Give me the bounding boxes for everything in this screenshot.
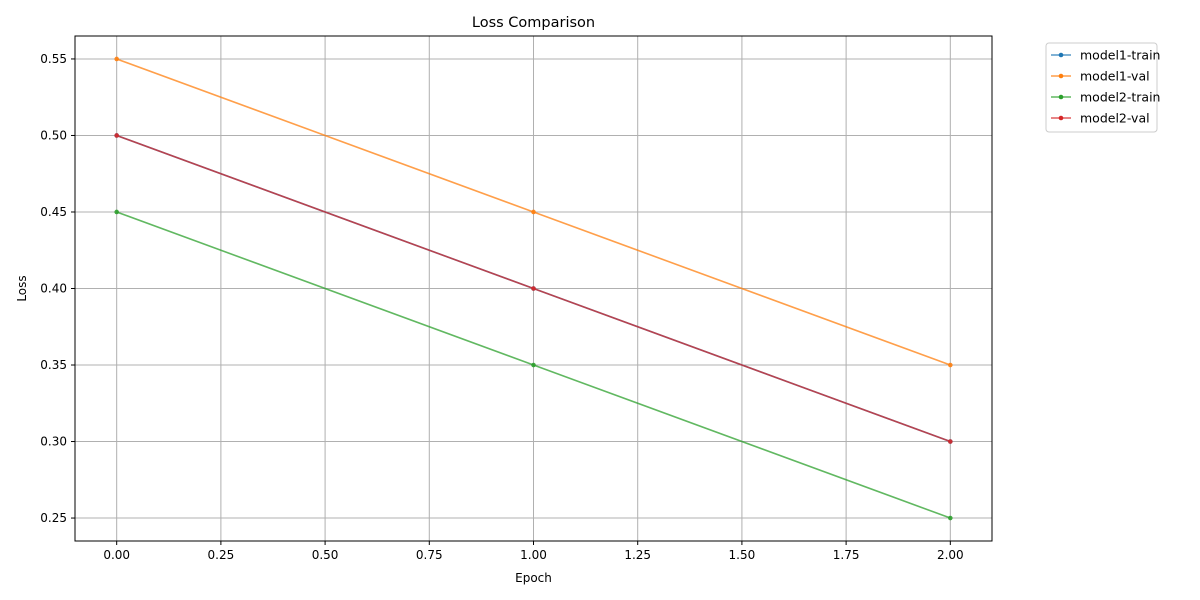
series-model2-train [114, 209, 953, 521]
legend: model1-train model1-val model2-train model2… [1045, 42, 1160, 133]
legend-marker [1058, 52, 1064, 58]
data-point [114, 133, 119, 138]
y-tick-label: 0.35 [40, 358, 67, 372]
data-point [114, 209, 119, 215]
legend-label: model1-val [1080, 69, 1150, 84]
legend-item: model1-val [1051, 69, 1150, 84]
legend-item: model2-train [1051, 90, 1160, 105]
x-tick-label: 1.75 [833, 548, 860, 562]
data-point [531, 286, 536, 291]
legend-item: model2-val [1051, 111, 1150, 126]
legend-item: model1-train [1051, 48, 1160, 63]
x-tick-label: 2.00 [937, 548, 964, 562]
x-tick-label: 0.75 [416, 548, 443, 562]
x-tick-label: 0.50 [312, 548, 339, 562]
legend-marker [1058, 115, 1064, 121]
legend-label: model2-val [1080, 111, 1150, 126]
series-model2-val [114, 133, 953, 444]
x-tick-label: 1.50 [729, 548, 756, 562]
y-tick-label: 0.40 [40, 282, 67, 296]
x-tick-label: 1.25 [624, 548, 651, 562]
data-point [948, 439, 953, 444]
y-tick-label: 0.50 [40, 128, 67, 142]
data-point [948, 515, 953, 521]
y-tick-label: 0.25 [40, 511, 67, 525]
y-axis-title: Loss [15, 275, 29, 301]
axis-ticks: 0.00 0.25 0.50 0.75 1.00 1.25 1.50 1.75 2.00 0.25… [40, 52, 963, 562]
data-point [531, 362, 536, 368]
data-point [531, 209, 536, 215]
legend-marker [1058, 94, 1064, 100]
chart-title: Loss Comparison [472, 15, 595, 31]
x-tick-label: 1.00 [520, 548, 547, 562]
x-tick-label: 0.00 [103, 548, 130, 562]
legend-box [1045, 42, 1158, 133]
y-tick-label: 0.30 [40, 435, 67, 449]
legend-label: model1-train [1080, 48, 1160, 63]
x-axis-title: Epoch [515, 571, 552, 585]
x-tick-label: 0.25 [208, 548, 235, 562]
series-group [114, 56, 953, 521]
series-model1-val [114, 56, 953, 368]
legend-marker [1058, 73, 1064, 79]
y-tick-label: 0.55 [40, 52, 67, 66]
y-tick-label: 0.45 [40, 205, 67, 219]
legend-label: model2-train [1080, 90, 1160, 105]
data-point [948, 362, 953, 368]
data-point [114, 56, 119, 62]
